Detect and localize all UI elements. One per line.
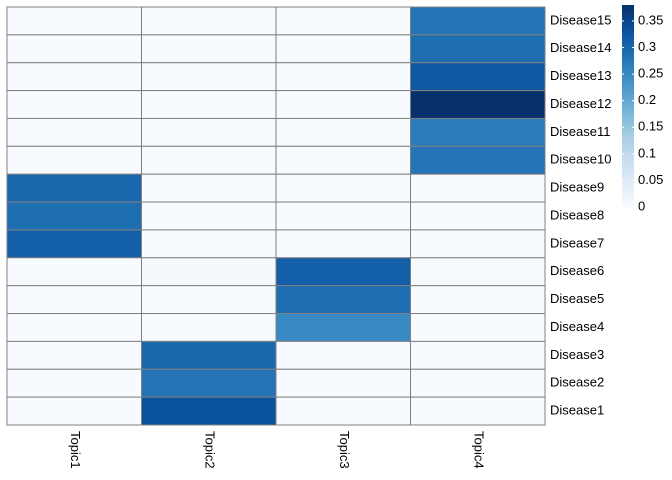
heatmap-cell xyxy=(6,117,142,147)
row-label: Disease3 xyxy=(550,347,604,362)
legend-tick-label: 0.25 xyxy=(638,66,663,81)
row-label: Disease8 xyxy=(550,207,604,222)
heatmap-cell xyxy=(141,201,277,231)
heatmap-cell xyxy=(275,145,411,175)
heatmap-cell xyxy=(410,6,546,36)
row-label: Disease12 xyxy=(550,96,611,111)
heatmap-cell xyxy=(410,285,546,315)
legend-color-bar xyxy=(622,5,634,207)
heatmap-cell xyxy=(141,90,277,119)
heatmap-cell xyxy=(410,340,546,370)
heatmap-cell xyxy=(141,368,277,398)
heatmap-cell xyxy=(410,173,546,203)
column-label: Topic3 xyxy=(337,431,352,469)
heatmap-cell xyxy=(410,145,546,175)
heatmap-cell xyxy=(141,62,277,92)
heatmap-cell xyxy=(6,34,142,64)
heatmap-cell xyxy=(410,257,546,287)
heatmap-cell xyxy=(141,145,277,175)
heatmap-cell xyxy=(275,173,411,203)
heatmap-cell xyxy=(141,173,277,203)
heatmap-cell xyxy=(141,257,277,287)
heatmap-cell xyxy=(141,34,277,64)
row-label: Disease15 xyxy=(550,12,611,27)
column-label: Topic4 xyxy=(471,431,486,469)
legend-tick-label: 0.3 xyxy=(638,39,656,54)
heatmap-cell xyxy=(275,62,411,92)
heatmap-cell xyxy=(275,257,411,287)
heatmap-cell xyxy=(410,201,546,231)
heatmap-cell xyxy=(141,285,277,315)
row-label: Disease14 xyxy=(550,40,611,55)
row-label: Disease4 xyxy=(550,319,604,334)
legend-tick-label: 0.2 xyxy=(638,92,656,107)
legend-tick-label: 0.05 xyxy=(638,172,663,187)
heatmap-cell xyxy=(410,90,546,119)
heatmap-cell xyxy=(410,396,546,426)
heatmap-cell xyxy=(6,145,142,175)
heatmap-cell xyxy=(141,313,277,342)
heatmap-cell xyxy=(275,285,411,315)
row-label: Disease11 xyxy=(550,124,610,139)
row-labels: Disease15 Disease14 Disease13 Disease12 Dise… xyxy=(550,12,611,417)
row-label: Disease6 xyxy=(550,263,604,278)
heatmap-cell xyxy=(6,313,142,342)
heatmap-cell xyxy=(275,229,411,259)
heatmap-cell xyxy=(275,340,411,370)
heatmap-cell xyxy=(141,340,277,370)
heatmap-cell xyxy=(6,62,142,92)
color-legend: 0.35 0.3 0.25 0.2 0.15 0.1 0.05 0 xyxy=(622,5,663,213)
heatmap-cell xyxy=(410,368,546,398)
heatmap-cell xyxy=(6,6,142,36)
legend-tick-label: 0.35 xyxy=(638,12,663,27)
column-label: Topic2 xyxy=(202,431,217,469)
heatmap-cell xyxy=(6,90,142,119)
heatmap-cell xyxy=(410,34,546,64)
heatmap-cell xyxy=(275,6,411,36)
row-label: Disease13 xyxy=(550,68,611,83)
heatmap-cell xyxy=(275,90,411,119)
heatmap-cell xyxy=(6,229,142,259)
heatmap-cell xyxy=(275,313,411,342)
heatmap-cell xyxy=(141,117,277,147)
legend-tick-label: 0.15 xyxy=(638,119,663,134)
heatmap-cell xyxy=(6,201,142,231)
heatmap-cell xyxy=(410,229,546,259)
heatmap-cell xyxy=(6,396,142,426)
heatmap-cell xyxy=(275,368,411,398)
heatmap-cell xyxy=(6,285,142,315)
heatmap-cell xyxy=(6,173,142,203)
row-label: Disease1 xyxy=(550,403,604,418)
legend-tick-label: 0.1 xyxy=(638,145,656,160)
heatmap-cell xyxy=(275,201,411,231)
heatmap-cell xyxy=(6,257,142,287)
heatmap-cell xyxy=(275,117,411,147)
column-labels: Topic1 Topic2 Topic3 Topic4 xyxy=(68,431,487,469)
row-label: Disease2 xyxy=(550,375,604,390)
heatmap-cell xyxy=(275,34,411,64)
heatmap-cell xyxy=(6,368,142,398)
legend-tick-label: 0 xyxy=(638,198,645,213)
column-label: Topic1 xyxy=(68,431,83,469)
heatmap-cell xyxy=(141,6,277,36)
heatmap-cell xyxy=(410,313,546,342)
heatmap-cell xyxy=(6,340,142,370)
heatmap-cell xyxy=(141,229,277,259)
heatmap-cell xyxy=(410,117,546,147)
heatmap-cell xyxy=(275,396,411,426)
row-label: Disease7 xyxy=(550,235,604,250)
heatmap-cell xyxy=(410,62,546,92)
row-label: Disease10 xyxy=(550,152,611,167)
heatmap-cell xyxy=(141,396,277,426)
row-label: Disease5 xyxy=(550,291,604,306)
row-label: Disease9 xyxy=(550,180,604,195)
heatmap-cells xyxy=(6,6,546,426)
